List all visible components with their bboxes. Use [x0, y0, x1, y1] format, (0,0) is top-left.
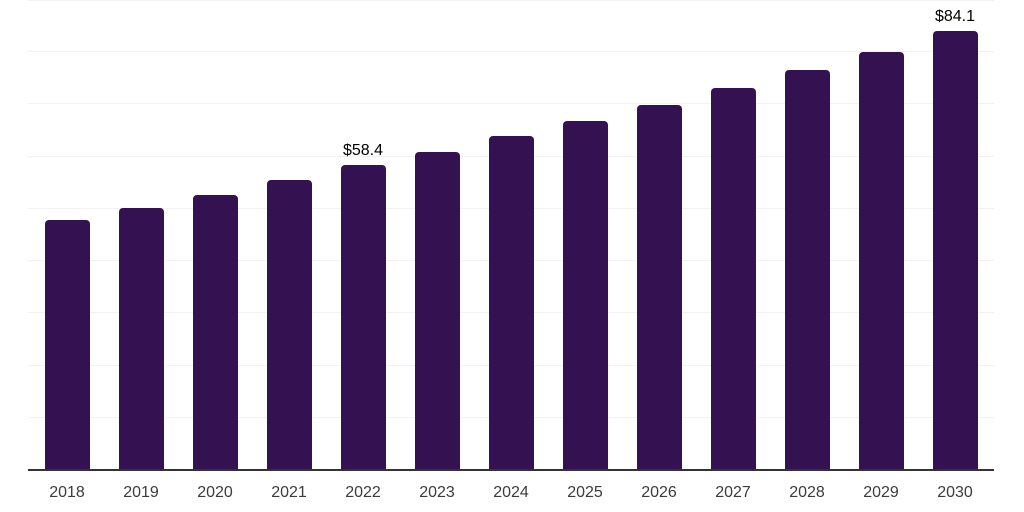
x-axis-line	[28, 469, 994, 471]
x-tick-2021: 2021	[271, 484, 307, 501]
gridline-80	[28, 51, 994, 53]
bar-2030	[932, 30, 978, 470]
x-tick-2026: 2026	[641, 484, 677, 501]
x-axis-labels: 2018 2019 2020 2021 2022 2023 2024 2025 2026 2027…	[28, 483, 994, 505]
bar-2027	[710, 88, 756, 470]
bar-2024	[488, 136, 534, 470]
bar-2029	[858, 51, 904, 470]
x-tick-2022: 2022	[345, 484, 381, 501]
x-tick-2020: 2020	[197, 484, 233, 501]
x-tick-2029: 2029	[863, 484, 899, 501]
bar-2022	[340, 165, 386, 470]
bar-2019	[118, 208, 164, 470]
x-tick-2019: 2019	[123, 484, 159, 501]
bar-2026	[636, 104, 682, 470]
plot-area: $58.4 $84.1	[28, 0, 994, 470]
data-label-2030: $84.1	[934, 7, 976, 25]
bar-2025	[562, 121, 608, 470]
bar-2020	[192, 195, 238, 470]
x-tick-2030: 2030	[937, 484, 973, 501]
data-label-2022: $58.4	[342, 142, 384, 160]
bar-2021	[266, 179, 312, 470]
gridline-70	[28, 103, 994, 105]
bar-2018	[44, 220, 90, 470]
x-tick-2018: 2018	[49, 484, 85, 501]
gridline-90	[28, 0, 994, 1]
x-tick-2024: 2024	[493, 484, 529, 501]
x-tick-2027: 2027	[715, 484, 751, 501]
bar-2028	[784, 69, 830, 470]
x-tick-2025: 2025	[567, 484, 603, 501]
bar-2023	[414, 151, 460, 470]
x-tick-2023: 2023	[419, 484, 455, 501]
x-tick-2028: 2028	[789, 484, 825, 501]
